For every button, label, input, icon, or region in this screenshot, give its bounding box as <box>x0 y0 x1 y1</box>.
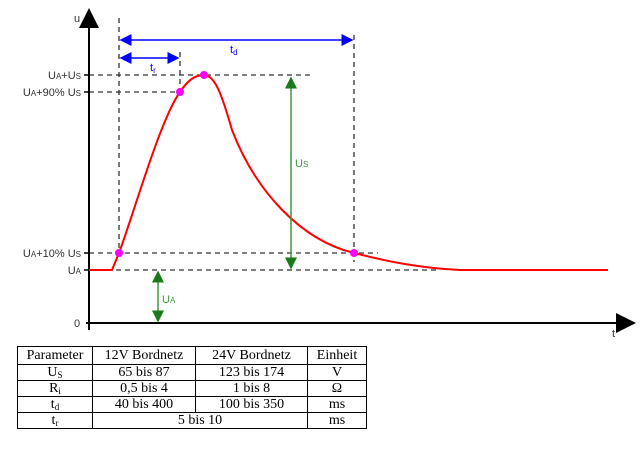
table-row: td 40 bis 400 100 bis 350 ms <box>17 396 367 413</box>
pulse-curve <box>89 73 608 271</box>
value-24v: 1 bis 8 <box>195 380 308 397</box>
unit-cell: Ω <box>307 380 367 397</box>
param-cell: tr <box>17 412 93 429</box>
y-axis-label: u <box>74 13 80 25</box>
guide-lines <box>89 18 440 271</box>
table-row: US 65 bis 87 123 bis 174 V <box>17 364 367 381</box>
unit-cell: ms <box>307 396 367 413</box>
zero-label: 0 <box>74 318 80 330</box>
header-12v: 12V Bordnetz <box>92 346 196 365</box>
pulse-diagram: u t 0 UA+US UA+90% US UA+10% US UA td tr… <box>23 8 636 340</box>
parameter-table: Parameter 12V Bordnetz 24V Bordnetz Einh… <box>17 346 367 429</box>
ua-label: UA <box>162 294 176 306</box>
table-header-row: Parameter 12V Bordnetz 24V Bordnetz Einh… <box>17 346 367 365</box>
header-unit: Einheit <box>307 346 367 365</box>
curve-markers <box>115 71 358 257</box>
table-row: tr 5 bis 10 ms <box>17 412 367 429</box>
header-parameter: Parameter <box>17 346 93 365</box>
axes <box>79 8 636 333</box>
unit-cell: ms <box>307 412 367 429</box>
td-label: td <box>230 44 238 57</box>
table-row: Ri 0,5 bis 4 1 bis 8 Ω <box>17 380 367 397</box>
param-cell: td <box>17 396 93 413</box>
value-12v: 65 bis 87 <box>92 364 196 381</box>
value-12v: 40 bis 400 <box>92 396 196 413</box>
value-both: 5 bis 10 <box>92 412 308 429</box>
unit-cell: V <box>307 364 367 381</box>
us-label: US <box>295 158 308 170</box>
level-label-10: UA+10% US <box>23 248 81 260</box>
value-12v: 0,5 bis 4 <box>92 380 196 397</box>
level-label-base: UA <box>68 265 82 277</box>
level-label-peak: UA+US <box>48 70 81 82</box>
param-cell: Ri <box>17 380 93 397</box>
x-axis-label: t <box>612 328 615 340</box>
tr-label: tr <box>150 62 156 75</box>
level-label-90: UA+90% US <box>23 87 81 99</box>
value-24v: 123 bis 174 <box>195 364 308 381</box>
param-cell: US <box>17 364 93 381</box>
header-24v: 24V Bordnetz <box>195 346 308 365</box>
value-24v: 100 bis 350 <box>195 396 308 413</box>
